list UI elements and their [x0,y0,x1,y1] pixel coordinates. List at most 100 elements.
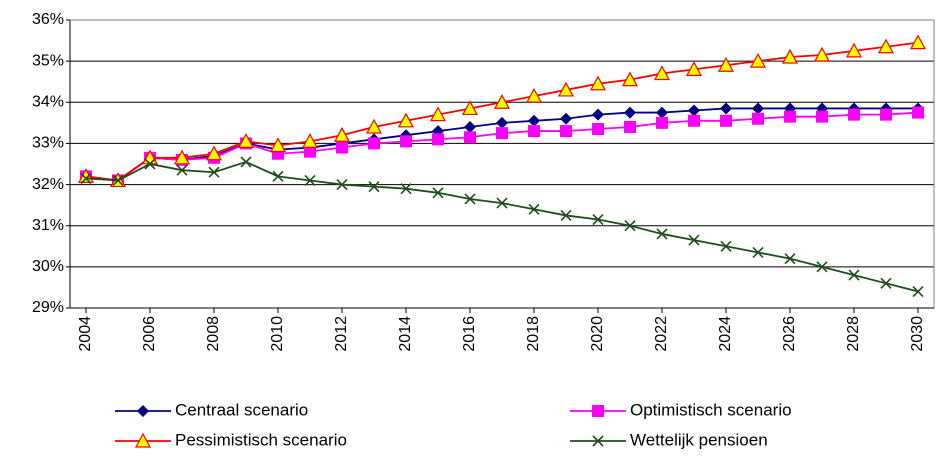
y-tick-label: 30% [32,258,64,275]
marker [304,174,316,187]
marker [80,172,92,184]
marker [301,133,319,148]
marker [621,71,639,87]
marker [400,183,412,195]
marker [624,220,636,232]
marker [685,61,703,76]
plot-frame [69,19,935,309]
marker [688,104,700,117]
marker [752,102,764,115]
marker [208,166,220,178]
marker [784,110,796,123]
x-tick-label: 2012 [333,316,350,352]
marker [624,106,636,119]
marker [525,87,543,103]
marker [205,145,223,161]
series-line [85,160,919,293]
y-tick-label: 36% [32,11,64,28]
marker [560,209,572,221]
marker [912,285,924,298]
marker [464,193,476,205]
x-tick-label: 2024 [717,316,734,352]
marker [237,133,255,148]
y-tick-label: 35% [32,52,64,69]
marker [464,120,476,133]
marker [720,102,732,115]
marker [816,261,828,273]
marker [461,100,479,116]
marker [720,114,732,127]
marker [400,135,412,148]
marker [429,106,447,122]
legend-label: Pessimistisch scenario [175,430,347,449]
marker [589,75,607,91]
x-tick-label: 2026 [781,316,798,352]
marker [240,156,252,168]
marker [845,42,863,58]
marker [688,114,700,127]
y-tick-label: 34% [32,94,64,111]
marker [752,112,764,125]
marker [653,65,671,81]
x-tick-label: 2018 [525,316,542,352]
marker [272,170,284,182]
marker [365,118,383,134]
x-tick-label: 2022 [653,316,670,352]
marker [528,203,540,215]
marker [560,112,572,125]
marker [781,48,799,64]
marker [624,120,636,133]
marker [432,187,444,199]
marker [848,269,860,281]
x-tick-label: 2014 [397,316,414,352]
legend-label: Centraal scenario [175,400,308,419]
marker [557,81,575,97]
marker [877,38,895,54]
x-tick-label: 2006 [141,316,158,352]
marker [134,432,152,448]
x-tick-label: 2016 [461,316,478,352]
marker [592,213,604,226]
marker [304,145,316,158]
x-tick-label: 2020 [589,316,606,352]
marker [816,110,828,123]
marker [368,181,380,193]
x-tick-label: 2008 [205,316,222,352]
y-tick-label: 31% [32,217,64,234]
marker [909,34,927,50]
marker [688,234,700,246]
marker [880,108,892,121]
marker [496,116,508,129]
marker [336,141,348,154]
marker [496,197,508,209]
marker [717,56,735,72]
marker [813,46,831,62]
marker [784,253,796,265]
marker [656,106,668,119]
marker [176,164,188,176]
y-tick-label: 29% [32,299,64,316]
marker [528,125,540,138]
legend-label: Wettelijk pensioen [630,430,768,449]
marker [528,114,540,127]
marker [592,405,604,417]
x-tick-label: 2030 [909,316,926,352]
marker [656,116,668,129]
marker [592,123,604,136]
x-tick-label: 2010 [269,316,286,352]
x-tick-label: 2028 [845,316,862,352]
marker [269,137,287,153]
marker [656,228,668,240]
marker [592,108,604,121]
marker [749,52,767,68]
marker [464,131,476,144]
marker [848,108,860,121]
marker [880,277,892,289]
marker [336,179,348,191]
marker [144,158,156,170]
marker [720,240,732,252]
marker [368,137,380,150]
marker [137,405,149,417]
marker [592,435,604,447]
